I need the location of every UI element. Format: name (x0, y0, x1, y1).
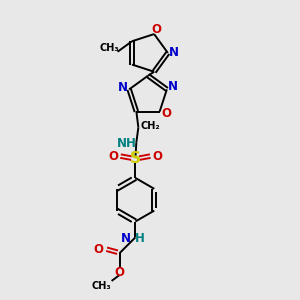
Text: H: H (134, 232, 144, 245)
Text: O: O (151, 22, 161, 36)
Text: O: O (162, 107, 172, 120)
Text: O: O (115, 266, 124, 278)
Text: N: N (168, 80, 178, 93)
Text: CH₃: CH₃ (92, 281, 112, 291)
Text: S: S (130, 151, 141, 166)
Text: CH₂: CH₂ (140, 122, 160, 131)
Text: N: N (169, 46, 179, 59)
Text: NH: NH (116, 137, 136, 150)
Text: CH₃: CH₃ (100, 43, 119, 53)
Text: N: N (118, 81, 128, 94)
Text: O: O (94, 243, 104, 256)
Text: N: N (121, 232, 130, 245)
Text: O: O (152, 150, 162, 163)
Text: O: O (109, 150, 118, 163)
